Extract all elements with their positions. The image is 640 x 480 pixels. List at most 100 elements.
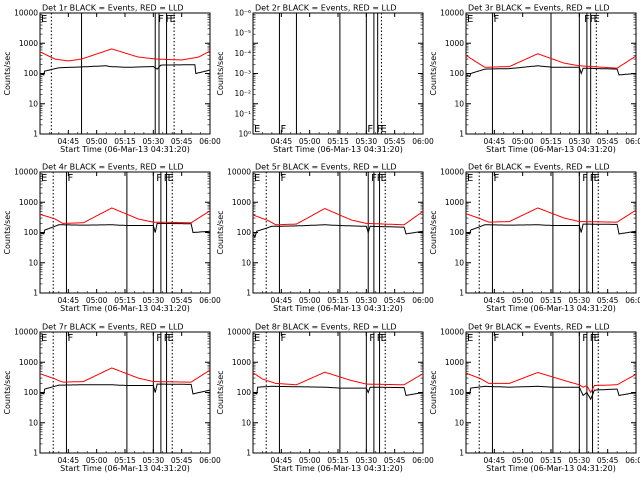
chart-title: Det 1r BLACK = Events, RED = LLD	[42, 4, 184, 13]
x-axis-label: Start Time (06-Mar-13 04:31:20)	[60, 464, 190, 473]
series-events-line	[252, 224, 424, 239]
x-tick-label: 04:45	[271, 137, 293, 146]
flag-label-f: F	[166, 14, 172, 25]
flag-label-f: F	[369, 333, 375, 344]
series-lld-line	[252, 207, 424, 226]
y-tick-label: 100	[450, 388, 465, 397]
y-tick-label: 1	[459, 289, 464, 298]
series-lld-line	[465, 207, 637, 223]
chart-title: Det 4r BLACK = Events, RED = LLD	[42, 163, 184, 172]
x-tick-label: 05:15	[327, 137, 349, 146]
y-tick-label: 1	[246, 449, 251, 458]
x-tick-label: 05:45	[597, 296, 619, 305]
y-tick-label: 100	[450, 228, 465, 237]
x-tick-label: 06:00	[199, 137, 221, 146]
flag-label-f: F	[67, 333, 73, 344]
flag-label-f: F	[493, 14, 499, 25]
x-tick-label: 06:00	[412, 456, 434, 465]
flag-label-f: F	[584, 14, 590, 25]
x-tick-label: 05:45	[597, 456, 619, 465]
y-tick-label: 10⁻²	[234, 89, 251, 98]
panel-det-6: Det 6r BLACK = Events, RED = LLD 1 10 100 10…	[429, 163, 640, 314]
x-tick-label: 05:15	[114, 456, 136, 465]
y-axis-label: Counts/sec	[429, 51, 438, 95]
chart-title: Det 7r BLACK = Events, RED = LLD	[42, 323, 184, 332]
x-tick-label: 05:45	[384, 456, 406, 465]
flag-label-f: F	[371, 173, 377, 184]
y-tick-label: 100	[237, 388, 252, 397]
y-tick-label: 10	[454, 99, 464, 108]
y-axis-label: Counts/sec	[216, 51, 225, 95]
x-axis-label: Start Time (06-Mar-13 04:31:20)	[273, 304, 403, 313]
flag-label-f: F	[158, 14, 164, 25]
chart-title: Det 2r BLACK = Events, RED = LLD	[255, 4, 397, 13]
flag-label-e: E	[254, 333, 260, 344]
flag-label-f: F	[377, 124, 383, 135]
x-tick-label: 04:45	[271, 456, 293, 465]
x-axis-label: Start Time (06-Mar-13 04:31:20)	[486, 304, 616, 313]
x-tick-label: 05:00	[86, 296, 108, 305]
x-tick-label: 04:45	[58, 456, 80, 465]
y-tick-label: 1000	[19, 39, 38, 48]
x-tick-label: 05:00	[512, 137, 534, 146]
flag-label-e: E	[41, 333, 47, 344]
y-tick-label: 100	[24, 388, 39, 397]
series-lld-line	[39, 207, 211, 224]
flag-label-f: F	[67, 173, 73, 184]
y-tick-label: 10	[28, 258, 38, 267]
plot-frame	[252, 171, 424, 294]
y-tick-label: 10000	[14, 9, 38, 18]
x-tick-label: 06:00	[625, 456, 640, 465]
x-tick-label: 04:45	[484, 296, 506, 305]
panel-det-8: Det 8r BLACK = Events, RED = LLD 1 10 100 10…	[216, 323, 434, 474]
panel-det-1: Det 1r BLACK = Events, RED = LLD 1 10 100 10…	[3, 4, 221, 155]
y-tick-label: 10000	[440, 328, 464, 337]
y-tick-label: 10	[28, 418, 38, 427]
x-tick-label: 05:30	[143, 296, 165, 305]
x-axis-label: Start Time (06-Mar-13 04:31:20)	[486, 145, 616, 154]
y-tick-label: 10000	[440, 9, 464, 18]
chart-title: Det 3r BLACK = Events, RED = LLD	[468, 4, 610, 13]
series-events-line	[465, 65, 637, 78]
x-tick-label: 05:00	[86, 137, 108, 146]
flag-label-e: E	[169, 14, 175, 25]
chart-title: Det 9r BLACK = Events, RED = LLD	[468, 323, 610, 332]
x-axis-label: Start Time (06-Mar-13 04:31:20)	[486, 464, 616, 473]
flag-label-f: F	[590, 14, 596, 25]
plot-frame	[39, 171, 211, 294]
panel-det-7: Det 7r BLACK = Events, RED = LLD 1 10 100 10…	[3, 323, 221, 474]
flag-label-e: E	[254, 173, 260, 184]
series-lld-line	[465, 53, 637, 69]
x-tick-label: 05:30	[356, 456, 378, 465]
x-tick-label: 05:00	[512, 456, 534, 465]
y-tick-label: 1	[33, 130, 38, 139]
x-tick-label: 05:15	[114, 137, 136, 146]
flag-label-e: E	[594, 14, 600, 25]
flag-label-f: F	[493, 173, 499, 184]
flag-label-e: E	[254, 124, 260, 135]
x-tick-label: 06:00	[625, 137, 640, 146]
y-tick-label: 100	[24, 228, 39, 237]
flag-label-f: F	[582, 173, 588, 184]
y-tick-label: 10000	[227, 328, 251, 337]
chart-title: Det 5r BLACK = Events, RED = LLD	[255, 163, 397, 172]
y-tick-label: 1	[459, 130, 464, 139]
x-axis-label: Start Time (06-Mar-13 04:31:20)	[273, 464, 403, 473]
x-axis-label: Start Time (06-Mar-13 04:31:20)	[60, 145, 190, 154]
x-tick-label: 04:45	[484, 456, 506, 465]
series-events-line	[252, 385, 424, 396]
y-axis-label: Counts/sec	[429, 370, 438, 414]
flag-label-f: F	[156, 173, 162, 184]
y-tick-label: 1	[33, 289, 38, 298]
panel-det-4: Det 4r BLACK = Events, RED = LLD 1 10 100 10…	[3, 163, 221, 314]
series-events-line	[39, 383, 211, 395]
x-tick-label: 05:45	[171, 137, 193, 146]
plot-frame	[39, 331, 211, 454]
series-events-line	[465, 385, 637, 401]
plot-frame	[252, 331, 424, 454]
flag-label-e: E	[381, 333, 387, 344]
x-tick-label: 06:00	[412, 296, 434, 305]
x-tick-label: 05:00	[86, 456, 108, 465]
flag-label-f: F	[582, 333, 588, 344]
